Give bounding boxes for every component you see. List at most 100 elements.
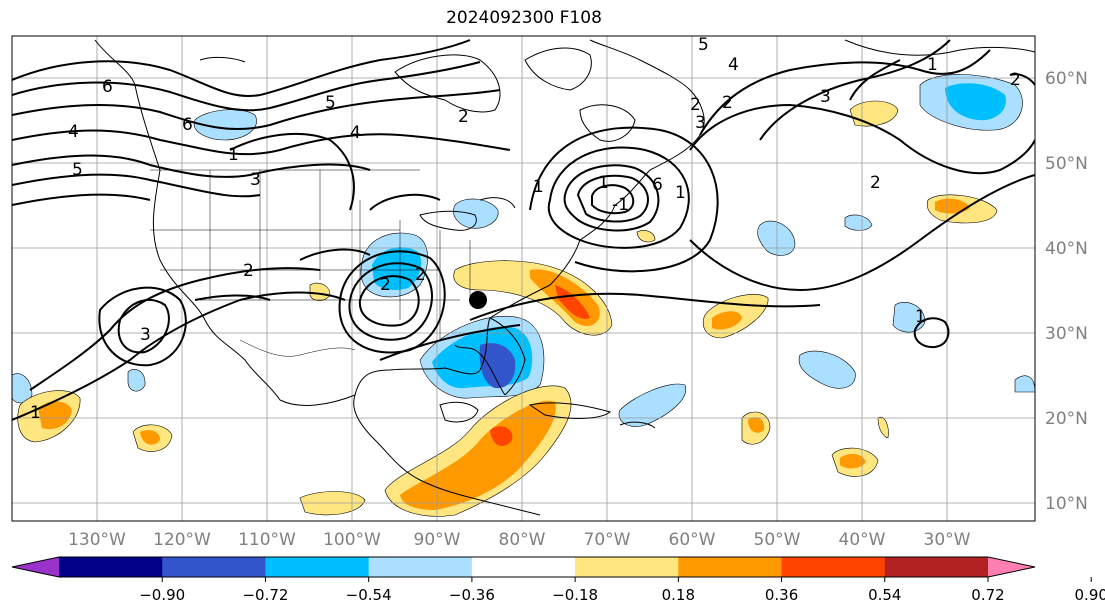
contour-label: 6 — [182, 115, 193, 135]
colorbar-tick-label: 0.54 — [868, 586, 901, 604]
contour-label: 5 — [72, 160, 83, 180]
contour-label: 2 — [415, 265, 426, 285]
colorbar-segment — [265, 557, 370, 577]
negative-anomaly-region — [844, 214, 873, 231]
positive-anomaly-region — [840, 453, 866, 469]
contour-label: 3 — [140, 325, 151, 345]
contour-label: -1 — [612, 195, 629, 215]
contour-label: 1 — [915, 307, 926, 327]
positive-anomaly-region — [38, 401, 72, 430]
contour-label: 2 — [458, 107, 469, 127]
colorbar-tick-label: −0.72 — [242, 586, 288, 604]
contour-label: 1 — [675, 183, 686, 203]
longitude-label: 70°W — [584, 530, 631, 550]
contour-label: 3 — [695, 113, 706, 133]
contour-label: 1 — [598, 173, 609, 193]
map-frame — [11, 35, 1036, 522]
positive-anomaly-region — [636, 230, 656, 243]
contour-label: 3 — [820, 87, 831, 107]
colorbar-segment — [781, 557, 886, 577]
negative-anomaly-region — [757, 220, 796, 256]
longitude-axis-labels: 130°W 120°W 110°W 100°W 90°W 80°W 70°W 6… — [68, 530, 971, 550]
negative-anomaly-region — [618, 383, 687, 427]
positive-anomaly-region — [555, 285, 590, 319]
negative-anomaly-region — [193, 109, 257, 141]
latitude-label: 50°N — [1045, 154, 1088, 174]
longitude-label: 60°W — [669, 530, 716, 550]
colorbar-segment — [471, 557, 576, 577]
longitude-label: 130°W — [68, 530, 126, 550]
contour-label: 1 — [533, 177, 544, 197]
longitude-label: 110°W — [238, 530, 296, 550]
contour-label: 1 — [927, 55, 938, 75]
contour-labels: 6 6 5 4 1 2 3 2 1 5 4 3 2 1 6 2 3 2 1 1 … — [30, 35, 1021, 423]
negative-anomaly-region — [945, 83, 1006, 121]
storm-center-marker — [469, 291, 487, 309]
colorbar-tick-label: 0.36 — [765, 586, 798, 604]
contour-label: 4 — [68, 122, 79, 142]
colorbar-tick-label: 0.72 — [971, 586, 1004, 604]
latitude-axis-labels: 60°N 50°N 40°N 30°N 20°N 10°N — [1045, 69, 1088, 514]
contour-label: 4 — [350, 123, 361, 143]
height-contours — [12, 39, 1035, 421]
latitude-label: 40°N — [1045, 239, 1088, 259]
negative-anomaly-region — [127, 369, 146, 392]
colorbar-tick-label: −0.90 — [139, 586, 185, 604]
contour-label: 3 — [250, 170, 261, 190]
contour-label: 6 — [652, 175, 663, 195]
colorbar-tick-label: −0.36 — [449, 586, 495, 604]
contour-label: 2 — [690, 95, 701, 115]
colorbar-segment — [59, 557, 163, 577]
contour-label: 2 — [722, 93, 733, 113]
latitude-label: 30°N — [1045, 324, 1088, 344]
contour-label: 2 — [380, 275, 391, 295]
colorbar-segment — [884, 557, 989, 577]
longitude-label: 30°W — [924, 530, 971, 550]
negative-anomaly-region — [453, 198, 499, 229]
contour-label: 2 — [243, 261, 254, 281]
positive-anomaly-region — [712, 311, 742, 330]
longitude-label: 50°W — [754, 530, 801, 550]
latitude-label: 20°N — [1045, 409, 1088, 429]
negative-anomaly-region — [798, 350, 856, 389]
colorbar-tick-label: −0.18 — [552, 586, 598, 604]
longitude-label: 80°W — [499, 530, 546, 550]
colorbar-tick-label: 0.90 — [1075, 586, 1105, 604]
latitude-label: 60°N — [1045, 69, 1088, 89]
negative-anomaly-region — [479, 343, 516, 389]
colorbar-extend-high — [988, 557, 1035, 577]
map-gridlines — [12, 36, 1035, 521]
positive-anomaly-region — [748, 417, 765, 433]
colorbar-outline — [11, 556, 1036, 578]
colorbar-segment — [575, 557, 679, 577]
longitude-label: 40°W — [839, 530, 886, 550]
longitude-label: 100°W — [323, 530, 381, 550]
latitude-label: 10°N — [1045, 494, 1088, 514]
positive-anomaly-region — [490, 426, 513, 446]
political-borders — [150, 169, 471, 357]
colorbar-tick-label: 0.18 — [662, 586, 695, 604]
positive-anomaly-region — [140, 430, 160, 445]
colorbar-segment — [678, 557, 783, 577]
negative-anomaly-region — [12, 373, 33, 404]
contour-label: 6 — [102, 77, 113, 97]
contour-label: 1 — [228, 145, 239, 165]
colorbar-tick-label: −0.54 — [346, 586, 392, 604]
colorbar: −0.90 −0.72 −0.54 −0.36 −0.18 0.18 0.36 0.54 0.7… — [11, 556, 1105, 604]
contour-label: 5 — [325, 93, 336, 113]
map-title: 2024092300 F108 — [446, 8, 602, 28]
colorbar-segment — [162, 557, 266, 577]
longitude-label: 120°W — [153, 530, 211, 550]
contour-label: 5 — [698, 35, 709, 55]
contour-label: 2 — [1010, 70, 1021, 90]
longitude-label: 90°W — [414, 530, 461, 550]
colorbar-segment — [368, 557, 473, 577]
contour-label: 4 — [728, 55, 739, 75]
contour-label: 2 — [870, 173, 881, 193]
negative-anomaly-region — [1014, 375, 1035, 393]
positive-anomaly-region — [935, 198, 970, 214]
colorbar-extend-low — [12, 557, 59, 577]
contour-label: 1 — [30, 403, 41, 423]
positive-anomaly-region — [400, 400, 556, 510]
